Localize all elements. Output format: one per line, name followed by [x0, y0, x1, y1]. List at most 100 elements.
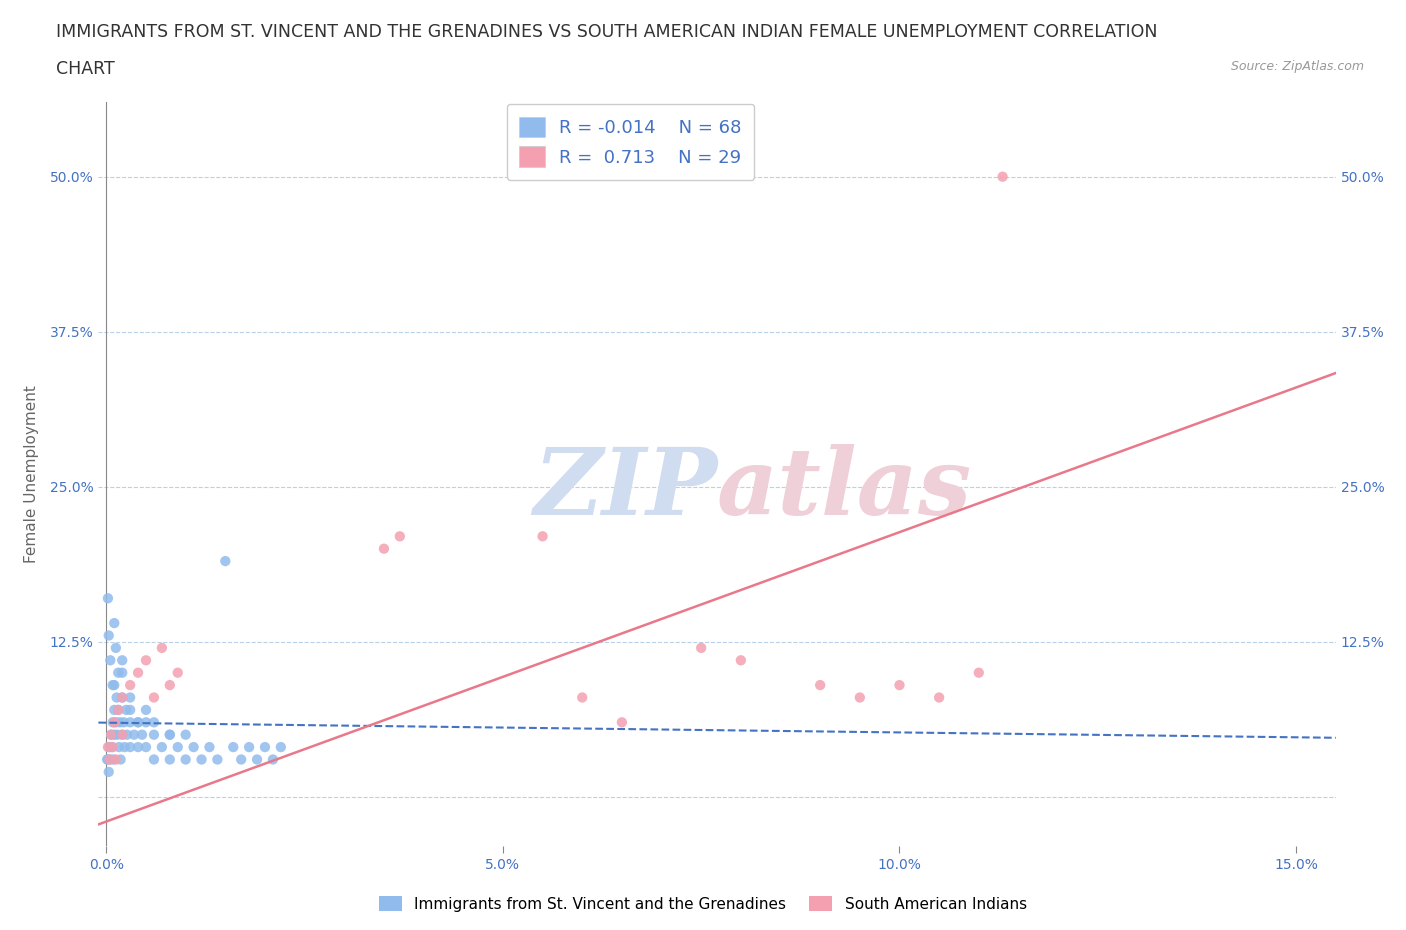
Point	[104, 715, 127, 730]
Point	[120, 715, 142, 730]
Point	[222, 739, 245, 754]
Point	[101, 739, 124, 754]
Point	[115, 727, 138, 742]
Legend: R = -0.014    N = 68, R =  0.713    N = 29: R = -0.014 N = 68, R = 0.713 N = 29	[506, 104, 754, 179]
Point	[107, 702, 129, 717]
Point	[111, 665, 134, 680]
Point	[107, 727, 129, 742]
Point	[150, 739, 173, 754]
Point	[101, 715, 124, 730]
Point	[112, 715, 135, 730]
Point	[610, 715, 633, 730]
Point	[183, 739, 205, 754]
Point	[111, 727, 134, 742]
Point	[373, 541, 395, 556]
Point	[97, 764, 120, 779]
Text: CHART: CHART	[56, 60, 115, 78]
Legend: Immigrants from St. Vincent and the Grenadines, South American Indians: Immigrants from St. Vincent and the Gren…	[373, 889, 1033, 918]
Point	[198, 739, 221, 754]
Point	[127, 715, 149, 730]
Point	[108, 715, 131, 730]
Point	[127, 715, 149, 730]
Point	[103, 616, 125, 631]
Point	[105, 690, 128, 705]
Point	[253, 739, 276, 754]
Point	[120, 702, 142, 717]
Point	[174, 752, 197, 767]
Point	[114, 739, 136, 754]
Point	[730, 653, 752, 668]
Point	[142, 752, 165, 767]
Point	[120, 678, 142, 693]
Point	[107, 702, 129, 717]
Point	[262, 752, 284, 767]
Point	[159, 678, 181, 693]
Point	[107, 665, 129, 680]
Point	[103, 727, 125, 742]
Point	[111, 653, 134, 668]
Point	[131, 727, 153, 742]
Text: IMMIGRANTS FROM ST. VINCENT AND THE GRENADINES VS SOUTH AMERICAN INDIAN FEMALE U: IMMIGRANTS FROM ST. VINCENT AND THE GREN…	[56, 23, 1157, 41]
Point	[142, 715, 165, 730]
Point	[889, 678, 911, 693]
Point	[849, 690, 872, 705]
Point	[207, 752, 229, 767]
Point	[246, 752, 269, 767]
Point	[159, 727, 181, 742]
Point	[120, 690, 142, 705]
Point	[127, 739, 149, 754]
Point	[97, 628, 120, 643]
Y-axis label: Female Unemployment: Female Unemployment	[24, 385, 38, 564]
Point	[104, 641, 127, 656]
Point	[174, 727, 197, 742]
Text: Source: ZipAtlas.com: Source: ZipAtlas.com	[1230, 60, 1364, 73]
Point	[571, 690, 593, 705]
Point	[101, 678, 124, 693]
Point	[98, 752, 121, 767]
Text: ZIP: ZIP	[533, 445, 717, 534]
Point	[103, 678, 125, 693]
Point	[111, 690, 134, 705]
Point	[135, 653, 157, 668]
Point	[96, 752, 118, 767]
Point	[967, 665, 990, 680]
Point	[238, 739, 260, 754]
Point	[159, 727, 181, 742]
Point	[135, 739, 157, 754]
Point	[100, 727, 122, 742]
Point	[97, 591, 120, 605]
Point	[120, 739, 142, 754]
Point	[100, 727, 122, 742]
Point	[127, 665, 149, 680]
Point	[808, 678, 831, 693]
Point	[135, 702, 157, 717]
Text: atlas: atlas	[717, 445, 973, 534]
Point	[150, 641, 173, 656]
Point	[103, 715, 125, 730]
Point	[110, 752, 132, 767]
Point	[142, 690, 165, 705]
Point	[166, 665, 188, 680]
Point	[97, 739, 120, 754]
Point	[98, 752, 121, 767]
Point	[103, 752, 125, 767]
Point	[111, 690, 134, 705]
Point	[111, 727, 134, 742]
Point	[115, 702, 138, 717]
Point	[928, 690, 950, 705]
Point	[214, 553, 236, 568]
Point	[388, 529, 411, 544]
Point	[166, 739, 188, 754]
Point	[190, 752, 212, 767]
Point	[991, 169, 1014, 184]
Point	[108, 739, 131, 754]
Point	[159, 752, 181, 767]
Point	[103, 702, 125, 717]
Point	[531, 529, 554, 544]
Point	[104, 752, 127, 767]
Point	[101, 739, 124, 754]
Point	[122, 727, 145, 742]
Point	[135, 715, 157, 730]
Point	[97, 752, 120, 767]
Point	[98, 653, 121, 668]
